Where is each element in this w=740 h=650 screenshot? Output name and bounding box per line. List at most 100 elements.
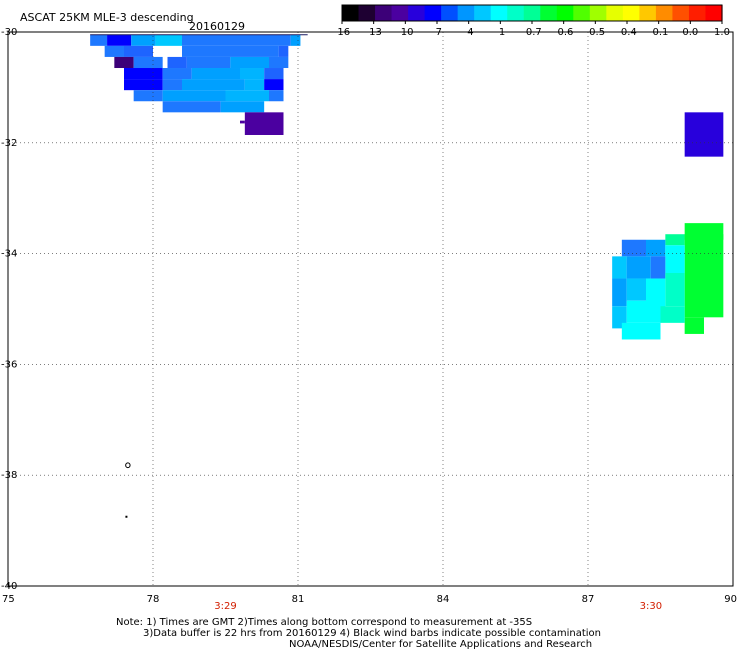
data-cell-26 bbox=[133, 90, 163, 102]
data-cell-9 bbox=[278, 45, 289, 57]
grid bbox=[8, 32, 733, 586]
y-tick-30: -30 bbox=[1, 27, 17, 38]
data-cell-24 bbox=[244, 79, 265, 91]
colorbar-segment-16 bbox=[606, 5, 624, 21]
data-cell-16 bbox=[124, 68, 163, 80]
data-cell-10 bbox=[114, 56, 134, 69]
colorbar-segment-17 bbox=[622, 5, 640, 21]
data-cell-50 bbox=[684, 317, 704, 334]
colorbar-segment-19 bbox=[655, 5, 674, 21]
data-cell-41 bbox=[646, 239, 666, 257]
chart-title: ASCAT 25KM MLE-3 descending bbox=[20, 11, 194, 24]
axis-ticks: 75 78 81 84 87 90 -30 -32 -34 -36 -38 -40 bbox=[1, 27, 737, 605]
x-tick-78: 78 bbox=[147, 594, 160, 605]
note-line-3: NOAA/NESDIS/Center for Satellite Applica… bbox=[289, 639, 592, 650]
data-cell-18 bbox=[191, 68, 240, 80]
data-cells bbox=[90, 34, 724, 340]
chart-date: 20160129 bbox=[189, 20, 245, 33]
data-cell-19 bbox=[240, 68, 265, 80]
data-cell-7 bbox=[124, 45, 153, 57]
data-cell-52 bbox=[626, 300, 661, 323]
colorbar: -16 -13 -10 -7 -4 -1 -0.7 -0.6 -0.5 -0.4 -0.1 0.0 1.… bbox=[334, 4, 730, 38]
contour-ring-0 bbox=[125, 462, 131, 469]
y-tick-40: -40 bbox=[1, 581, 17, 592]
data-cell-15 bbox=[269, 56, 289, 69]
data-cell-22 bbox=[162, 79, 182, 91]
note-line-1: Note: 1) Times are GMT 2)Times along bot… bbox=[116, 617, 532, 628]
data-cell-13 bbox=[186, 56, 231, 69]
data-cell-3 bbox=[155, 34, 182, 46]
data-cell-14 bbox=[230, 56, 269, 69]
colorbar-segment-13 bbox=[556, 5, 574, 21]
colorbar-segment-5 bbox=[424, 5, 442, 21]
data-cell-47 bbox=[612, 278, 627, 307]
data-cell-20 bbox=[264, 68, 284, 80]
colorbar-segment-1 bbox=[358, 5, 376, 21]
colorbar-segment-22 bbox=[705, 5, 723, 21]
data-cell-33 bbox=[240, 120, 245, 124]
data-cell-29 bbox=[269, 90, 284, 102]
data-cell-39 bbox=[684, 234, 724, 318]
colorbar-segment-8 bbox=[474, 5, 492, 21]
data-cell-21 bbox=[124, 79, 163, 91]
data-cell-12 bbox=[167, 56, 187, 69]
y-tick-32: -32 bbox=[1, 138, 17, 149]
data-cell-6 bbox=[104, 45, 124, 57]
data-cell-23 bbox=[182, 79, 245, 91]
data-cell-11 bbox=[133, 56, 163, 69]
data-cell-35 bbox=[244, 134, 284, 135]
x-tick-75: 75 bbox=[2, 594, 15, 605]
data-cell-44 bbox=[626, 256, 651, 279]
data-cell-8 bbox=[182, 45, 279, 57]
data-cell-2 bbox=[131, 34, 156, 46]
data-cell-36 bbox=[684, 112, 724, 157]
time-labels: 3:29 3:30 bbox=[214, 601, 662, 612]
data-cell-27 bbox=[162, 90, 226, 102]
data-cell-32 bbox=[244, 112, 284, 135]
colorbar-segment-21 bbox=[688, 5, 707, 21]
data-cell-17 bbox=[162, 68, 192, 80]
x-tick-87: 87 bbox=[582, 594, 595, 605]
colorbar-segment-4 bbox=[408, 5, 426, 21]
colorbar-segment-3 bbox=[391, 5, 409, 21]
time-label-0: 3:29 bbox=[214, 601, 236, 612]
colorbar-segment-6 bbox=[441, 5, 459, 21]
plot-frame bbox=[7, 31, 734, 587]
colorbar-segment-10 bbox=[507, 5, 525, 21]
data-cell-28 bbox=[225, 90, 269, 102]
data-cell-4 bbox=[182, 34, 291, 46]
data-cell-46 bbox=[665, 272, 685, 307]
y-tick-36: -36 bbox=[1, 359, 17, 370]
colorbar-segment-11 bbox=[523, 5, 541, 21]
data-cell-30 bbox=[162, 101, 221, 113]
contours bbox=[125, 462, 131, 518]
data-cell-48 bbox=[626, 278, 646, 301]
colorbar-segment-0 bbox=[342, 5, 360, 21]
data-cell-38 bbox=[665, 234, 685, 246]
colorbar-segment-20 bbox=[672, 5, 690, 21]
colorbar-segment-15 bbox=[589, 5, 607, 21]
colorbar-segment-9 bbox=[490, 5, 508, 21]
colorbar-segment-7 bbox=[457, 5, 475, 21]
colorbar-segment-14 bbox=[573, 5, 591, 21]
y-tick-34: -34 bbox=[1, 249, 17, 260]
time-label-1: 3:30 bbox=[640, 601, 662, 612]
data-cell-43 bbox=[612, 256, 627, 279]
data-cell-25 bbox=[264, 79, 284, 91]
data-cell-53 bbox=[660, 306, 685, 323]
data-cell-45 bbox=[650, 256, 666, 279]
x-tick-90: 90 bbox=[724, 594, 737, 605]
y-tick-38: -38 bbox=[1, 470, 17, 481]
colorbar-segment-12 bbox=[540, 5, 558, 21]
data-cell-31 bbox=[220, 101, 265, 113]
contour-dot-1 bbox=[125, 515, 128, 518]
data-cell-1 bbox=[107, 34, 132, 46]
x-tick-84: 84 bbox=[437, 594, 450, 605]
colorbar-segment-18 bbox=[639, 5, 657, 21]
data-cell-54 bbox=[621, 322, 661, 340]
data-cell-42 bbox=[665, 245, 685, 273]
note-line-2: 3)Data buffer is 22 hrs from 20160129 4)… bbox=[143, 628, 601, 639]
data-cell-0 bbox=[90, 34, 108, 46]
data-cell-40 bbox=[621, 239, 646, 257]
